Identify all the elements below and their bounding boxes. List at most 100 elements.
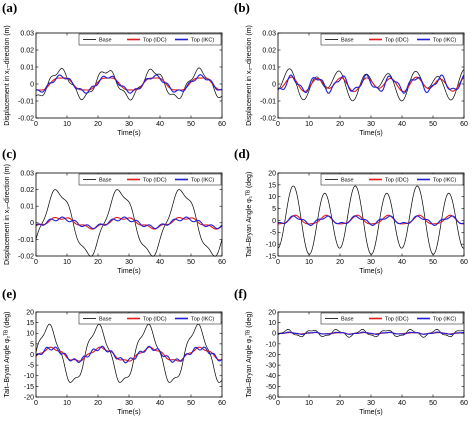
y-tick-label: 0.01	[20, 204, 34, 211]
legend-entry-label: Top (IDC)	[143, 178, 167, 184]
x-tick-label: 30	[125, 400, 133, 407]
legend-entry-label: Top (IDC)	[385, 178, 409, 184]
panel-c: (c) 0 10 20 30 40 50 60 -0.02 -0.01 0 0.01 0.02 0.03 T…	[2, 146, 226, 275]
x-tick-label: 10	[305, 121, 313, 128]
x-tick-label: 40	[156, 121, 164, 128]
y-tick-label: 0.03	[20, 170, 34, 177]
y-tick-label: 10	[268, 194, 276, 201]
x-tick-label: 40	[398, 121, 406, 128]
y-tick-label: -40	[266, 373, 276, 380]
series-line-top-ikc	[35, 216, 223, 230]
legend: Base Top (IDC) Top (IKC)	[320, 173, 464, 186]
legend-box	[78, 33, 222, 46]
series-line-top-ikc	[35, 74, 223, 94]
y-axis-title: Displacement in x₃–direction (m)	[4, 164, 11, 265]
panel-e: (e) 0 10 20 30 40 50 60 -20 -15 -10 -5 0 5 10 15 20 Time(…	[2, 286, 226, 416]
y-tick-label: -0.01	[260, 98, 276, 105]
series-line-top-ikc	[277, 215, 465, 226]
plot-frame	[277, 311, 465, 398]
legend-entry-label: Top (IKC)	[191, 178, 214, 184]
legend-entry-label: Base	[341, 178, 354, 184]
y-tick-label: 20	[26, 309, 34, 316]
x-tick-label: 60	[218, 259, 226, 266]
x-tick-label: 60	[218, 121, 226, 128]
x-tick-label: 20	[336, 400, 344, 407]
plot-frame	[277, 172, 465, 257]
y-tick-label: -5	[270, 230, 276, 237]
series-line-top-ikc	[277, 331, 465, 335]
y-tick-label: -10	[24, 373, 34, 380]
x-tick-label: 20	[94, 259, 102, 266]
x-tick-label: 20	[94, 400, 102, 407]
y-tick-label: -50	[266, 384, 276, 391]
legend-entry-label: Base	[341, 38, 354, 44]
x-tick-label: 0	[34, 121, 38, 128]
legend-entry-label: Top (IKC)	[433, 38, 456, 44]
x-tick-label: 40	[156, 259, 164, 266]
legend-entry-label: Base	[99, 317, 112, 323]
y-tick-label: -10	[266, 341, 276, 348]
panel-f: (f) 0 10 20 30 40 50 60 -60 -50 -40 -30 -20 -10 0 10 20 T…	[234, 286, 468, 416]
y-tick-label: -10	[266, 242, 276, 249]
y-tick-label: 0	[272, 81, 276, 88]
legend: Base Top (IDC) Top (IKC)	[78, 33, 222, 46]
y-tick-label: -30	[266, 363, 276, 370]
y-tick-label: 0	[30, 352, 34, 359]
x-tick-label: 0	[34, 259, 38, 266]
series-line-top-idc	[35, 346, 223, 362]
y-tick-label: -60	[266, 394, 276, 401]
x-tick-label: 40	[398, 259, 406, 266]
y-axis-title: Tait–Bryan Angle φ₂ᵀᴮ (deg)	[4, 312, 11, 398]
legend-entry-label: Base	[99, 178, 112, 184]
panel-label: (b)	[234, 0, 250, 15]
y-tick-label: -0.02	[18, 115, 34, 122]
legend-entry-label: Top (IDC)	[385, 38, 409, 44]
x-tick-label: 60	[218, 400, 226, 407]
y-tick-label: -0.02	[260, 115, 276, 122]
x-tick-label: 20	[94, 121, 102, 128]
series-line-top-idc	[35, 77, 223, 91]
x-tick-label: 60	[460, 121, 468, 128]
x-tick-label: 60	[460, 400, 468, 407]
series-line-base	[35, 67, 223, 101]
legend: Base Top (IDC) Top (IKC)	[78, 173, 222, 186]
y-tick-label: 0.01	[262, 64, 276, 71]
plot-frame	[277, 32, 465, 119]
y-tick-label: 15	[268, 182, 276, 189]
legend-box	[320, 173, 464, 186]
x-tick-label: 30	[125, 121, 133, 128]
series-line-base	[277, 68, 465, 102]
y-tick-label: -15	[24, 384, 34, 391]
legend-entry-label: Top (IDC)	[143, 38, 167, 44]
y-tick-label: 0	[272, 218, 276, 225]
x-tick-label: 20	[336, 121, 344, 128]
x-tick-label: 0	[276, 400, 280, 407]
x-tick-label: 30	[125, 259, 133, 266]
y-tick-label: -20	[266, 352, 276, 359]
y-tick-label: 10	[26, 331, 34, 338]
y-axis-title: Displacement in x₁–direction (m)	[4, 25, 11, 125]
y-tick-label: -0.01	[18, 237, 34, 244]
x-axis-title: Time(s)	[117, 409, 140, 416]
legend-entry-label: Top (IDC)	[143, 317, 167, 323]
x-tick-label: 0	[34, 400, 38, 407]
x-tick-label: 50	[429, 259, 437, 266]
y-tick-label: -0.02	[18, 253, 34, 260]
legend-entry-label: Top (IKC)	[191, 38, 214, 44]
y-tick-label: -0.01	[18, 98, 34, 105]
y-axis-title: Displacement in x₂–direction (m)	[246, 25, 253, 126]
x-tick-label: 20	[336, 259, 344, 266]
y-tick-label: 20	[268, 309, 276, 316]
series-line-top-ikc	[35, 345, 223, 364]
panel-label: (c)	[2, 146, 16, 161]
x-tick-label: 60	[460, 259, 468, 266]
panel-d: (d) 0 10 20 30 40 50 60 -15 -10 -5 0 5 10 15 20 Time(s) T…	[234, 146, 468, 275]
y-tick-label: 0	[30, 220, 34, 227]
series-line-top-idc	[277, 214, 464, 225]
legend-box	[320, 312, 464, 325]
legend-entry-label: Top (IKC)	[191, 317, 214, 323]
y-tick-label: 0.02	[262, 47, 276, 54]
x-axis-title: Time(s)	[359, 409, 382, 416]
x-tick-label: 50	[187, 259, 195, 266]
legend: Base Top (IDC) Top (IKC)	[78, 312, 222, 325]
